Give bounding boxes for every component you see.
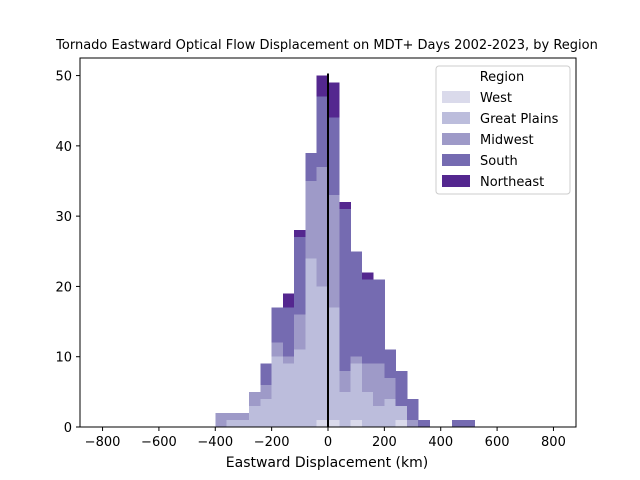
bar-midwest-bin-12 bbox=[350, 356, 363, 364]
bar-great-plains-bin-9 bbox=[316, 286, 329, 420]
bar-south-bin-15 bbox=[384, 349, 397, 378]
y-tick-label: 30 bbox=[55, 210, 72, 225]
x-tick-label: −200 bbox=[254, 435, 290, 450]
x-tick-label: −800 bbox=[85, 435, 121, 450]
bar-great-plains-bin-3 bbox=[249, 405, 261, 427]
bar-northeast-bin-13 bbox=[361, 272, 374, 280]
bar-midwest-bin-14 bbox=[373, 363, 385, 406]
chart-title: Tornado Eastward Optical Flow Displaceme… bbox=[55, 38, 598, 53]
bar-south-bin-6 bbox=[282, 307, 295, 357]
x-tick-label: −400 bbox=[197, 435, 233, 450]
bar-northeast-bin-10 bbox=[328, 82, 340, 118]
x-tick-label: 600 bbox=[485, 435, 510, 450]
bar-south-bin-7 bbox=[294, 237, 306, 315]
bar-south-bin-12 bbox=[350, 251, 363, 357]
bar-northeast-bin-9 bbox=[316, 75, 329, 97]
bar-south-bin-10 bbox=[328, 117, 340, 196]
bar-great-plains-bin-13 bbox=[361, 391, 374, 427]
x-tick-label: −600 bbox=[141, 435, 177, 450]
bar-south-bin-16 bbox=[395, 370, 408, 406]
legend: Region West Great Plains Midwest South North… bbox=[435, 65, 571, 195]
bar-great-plains-bin-5 bbox=[271, 356, 284, 427]
bar-midwest-bin-9 bbox=[316, 166, 329, 287]
bar-south-bin-14 bbox=[373, 279, 385, 364]
legend-label-great-plains: Great Plains bbox=[480, 112, 559, 127]
x-tick-label: 800 bbox=[541, 435, 566, 450]
bar-northeast-bin-11 bbox=[339, 202, 351, 210]
bar-great-plains-bin-6 bbox=[282, 363, 295, 427]
x-tick-label: 200 bbox=[372, 435, 397, 450]
bar-south-bin-4 bbox=[260, 363, 273, 385]
bar-south-bin-21 bbox=[452, 419, 464, 427]
bar-midwest-bin-11 bbox=[339, 370, 351, 392]
x-tick-label: 400 bbox=[428, 435, 453, 450]
bar-west-bin-16 bbox=[395, 419, 408, 427]
bar-midwest-bin-6 bbox=[282, 356, 295, 364]
bar-great-plains-bin-16 bbox=[395, 405, 408, 420]
bar-great-plains-bin-10 bbox=[328, 307, 340, 420]
legend-title: Region bbox=[480, 70, 525, 85]
legend-swatch-west bbox=[442, 91, 470, 103]
bar-midwest-bin-4 bbox=[260, 384, 273, 399]
bar-south-bin-13 bbox=[361, 279, 374, 364]
legend-label-northeast: Northeast bbox=[480, 175, 544, 190]
bar-great-plains-bin-12 bbox=[350, 363, 363, 420]
bar-great-plains-bin-1 bbox=[226, 419, 239, 427]
bar-south-bin-17 bbox=[406, 398, 419, 420]
bar-south-bin-8 bbox=[305, 152, 318, 181]
legend-label-midwest: Midwest bbox=[480, 133, 534, 148]
bar-midwest-bin-1 bbox=[226, 412, 239, 420]
axes-layer: −800 −600 −400 −200 0 200 400 600 800 0 10 20 30 40 50 bbox=[55, 57, 577, 450]
legend-items: West Great Plains Midwest South Northeast bbox=[442, 91, 559, 190]
y-tick-label: 0 bbox=[64, 421, 72, 436]
bar-midwest-bin-5 bbox=[271, 342, 284, 357]
bar-south-bin-22 bbox=[463, 419, 475, 427]
y-tick-label: 10 bbox=[55, 351, 72, 366]
bar-great-plains-bin-8 bbox=[305, 258, 318, 427]
bar-south-bin-18 bbox=[418, 419, 430, 427]
bar-northeast-bin-6 bbox=[282, 293, 295, 308]
bar-midwest-bin-0 bbox=[215, 412, 227, 427]
bar-northeast-bin-7 bbox=[294, 230, 306, 238]
legend-swatch-south bbox=[442, 154, 470, 166]
y-tick-label: 50 bbox=[55, 70, 72, 85]
y-tick-label: 40 bbox=[55, 140, 72, 155]
x-axis-label: Eastward Displacement (km) bbox=[226, 455, 428, 471]
bar-west-bin-12 bbox=[350, 419, 363, 427]
bars-layer bbox=[215, 75, 475, 427]
bar-midwest-bin-3 bbox=[249, 391, 261, 406]
bar-great-plains-bin-2 bbox=[237, 419, 250, 427]
bar-great-plains-bin-4 bbox=[260, 398, 273, 427]
bar-west-bin-9 bbox=[316, 419, 329, 427]
bar-midwest-bin-10 bbox=[328, 195, 340, 308]
bar-midwest-bin-17 bbox=[406, 419, 419, 427]
bar-midwest-bin-13 bbox=[361, 363, 374, 392]
bar-great-plains-bin-11 bbox=[339, 391, 351, 427]
y-tick-label: 20 bbox=[55, 280, 72, 295]
legend-swatch-northeast bbox=[442, 175, 470, 187]
bar-south-bin-9 bbox=[316, 96, 329, 167]
legend-swatch-midwest bbox=[442, 133, 470, 145]
x-tick-label: 0 bbox=[324, 435, 332, 450]
bar-great-plains-bin-14 bbox=[373, 405, 385, 427]
bar-south-bin-11 bbox=[339, 209, 351, 371]
legend-label-west: West bbox=[480, 91, 512, 106]
bar-west-bin-10 bbox=[328, 419, 340, 427]
bar-midwest-bin-2 bbox=[237, 412, 250, 420]
legend-label-south: South bbox=[480, 154, 518, 169]
bar-great-plains-bin-15 bbox=[384, 398, 397, 427]
bar-midwest-bin-8 bbox=[305, 181, 318, 259]
bar-great-plains-bin-7 bbox=[294, 349, 306, 427]
legend-swatch-great-plains bbox=[442, 112, 470, 124]
bar-south-bin-5 bbox=[271, 307, 284, 343]
bar-midwest-bin-15 bbox=[384, 377, 397, 399]
bar-midwest-bin-7 bbox=[294, 314, 306, 350]
